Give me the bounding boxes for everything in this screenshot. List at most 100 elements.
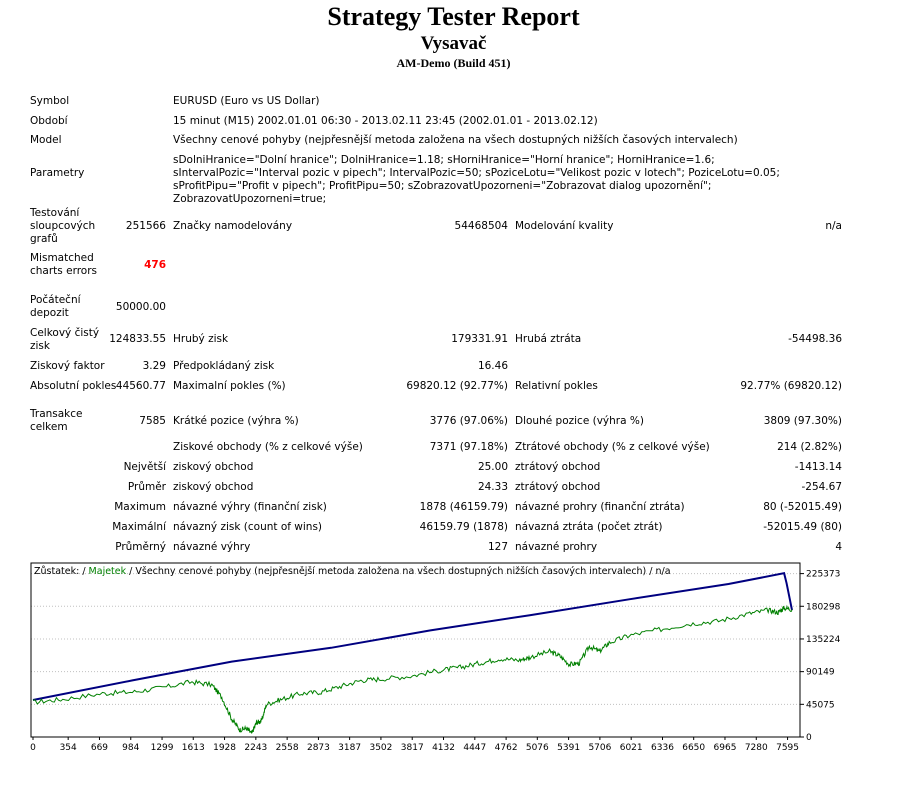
- bars-label: Testování sloupcových grafů: [30, 207, 96, 245]
- y-tick-label: 180298: [806, 602, 841, 612]
- y-axis-ticks: 225373 180298 135224 90149 45075 0: [806, 570, 841, 743]
- x-tick-label: 7595: [776, 743, 799, 753]
- maximal-profit-label: návazný zisk (count of wins): [173, 521, 323, 533]
- trades-value: 7585: [139, 415, 166, 427]
- x-tick-label: 354: [60, 743, 77, 753]
- quality-value: n/a: [825, 220, 842, 232]
- max-consec-wins-label: návazné výhry (finanční zisk): [173, 501, 327, 513]
- report-title: Strategy Tester Report: [327, 2, 580, 31]
- profit-trades-value: 7371 (97.18%): [429, 441, 508, 453]
- ticks-value: 54468504: [454, 220, 508, 232]
- plot-border: [30, 562, 801, 738]
- deposit-value: 50000.00: [115, 301, 166, 313]
- max-consec-losses-label: návazné prohry (finanční ztráta): [515, 501, 685, 513]
- deposit-label: Počáteční depozit: [30, 294, 81, 319]
- avg-wins-label: návazné výhry: [173, 541, 251, 553]
- maximum-label: Maximum: [114, 501, 166, 513]
- abs-drawdown-label: Absolutní pokles: [30, 380, 117, 392]
- y-tick-label: 135224: [806, 635, 841, 645]
- profit-trades-label: Ziskové obchody (% z celkové výše): [173, 441, 363, 453]
- x-tick-label: 984: [122, 743, 139, 753]
- gross-profit-label: Hrubý zisk: [173, 333, 229, 345]
- trades-label: Transakce celkem: [30, 408, 83, 433]
- largest-label: Největší: [123, 461, 166, 473]
- long-label: Dlouhé pozice (výhra %): [515, 415, 644, 427]
- x-tick-label: 0: [30, 743, 36, 753]
- x-tick-label: 7280: [745, 743, 768, 753]
- max-consec-losses-value: 80 (-52015.49): [763, 501, 842, 513]
- balance-equity-chart: Zůstatek: / Majetek / Všechny cenové poh…: [30, 562, 876, 757]
- largest-profit-value: 25.00: [477, 461, 508, 473]
- average-loss-value: -254.67: [801, 481, 842, 493]
- avg-losses-label: návazné prohry: [515, 541, 598, 553]
- y-tick-label: 90149: [806, 668, 835, 678]
- payoff-label: Předpokládaný zisk: [173, 360, 275, 372]
- short-value: 3776 (97.06%): [429, 415, 508, 427]
- model-label: Model: [30, 134, 62, 146]
- loss-trades-value: 214 (2.82%): [777, 441, 842, 453]
- average-profit-label: ziskový obchod: [173, 481, 254, 493]
- legend-balance: Zůstatek: /: [34, 566, 89, 577]
- net-profit-label: Celkový čistý zisk: [30, 327, 100, 352]
- chart-legend: Zůstatek: / Majetek / Všechny cenové poh…: [34, 566, 671, 577]
- max-consec-wins-value: 1878 (46159.79): [419, 501, 508, 513]
- x-tick-label: 5706: [588, 743, 611, 753]
- largest-loss-value: -1413.14: [794, 461, 842, 473]
- profit-factor-value: 3.29: [142, 360, 166, 372]
- x-tick-label: 6650: [682, 743, 705, 753]
- x-tick-label: 3502: [369, 743, 392, 753]
- y-tick-label: 0: [806, 733, 812, 743]
- gross-loss-value: -54498.36: [788, 333, 842, 345]
- average-label: Průměr: [127, 481, 166, 493]
- x-tick-label: 2558: [276, 743, 299, 753]
- x-tick-label: 1299: [151, 743, 174, 753]
- period-label: Období: [30, 115, 68, 127]
- x-tick-label: 3817: [401, 743, 424, 753]
- server-build: AM-Demo (Build 451): [396, 56, 511, 70]
- bars-value: 251566: [125, 220, 166, 232]
- net-profit-value: 124833.55: [109, 333, 166, 345]
- x-tick-label: 4762: [495, 743, 518, 753]
- x-tick-label: 2873: [307, 743, 330, 753]
- payoff-value: 16.46: [477, 360, 508, 372]
- maximal-label: Maximální: [112, 521, 166, 533]
- quality-label: Modelování kvality: [515, 220, 614, 232]
- x-tick-label: 1613: [182, 743, 205, 753]
- rel-drawdown-value: 92.77% (69820.12): [740, 380, 842, 392]
- avg-consec-label: Průměrný: [115, 541, 166, 553]
- gross-profit-value: 179331.91: [451, 333, 508, 345]
- maximal-profit-value: 46159.79 (1878): [419, 521, 508, 533]
- x-tick-label: 5076: [526, 743, 549, 753]
- average-profit-value: 24.33: [477, 481, 508, 493]
- abs-drawdown-value: 44560.77: [115, 380, 166, 392]
- avg-wins-value: 127: [487, 541, 508, 553]
- params-label: Parametry: [30, 167, 85, 179]
- x-tick-label: 4132: [432, 743, 455, 753]
- legend-model: / Všechny cenové pohyby (nejpřesnější me…: [126, 566, 670, 577]
- maximal-loss-label: návazná ztráta (počet ztrát): [515, 521, 663, 533]
- x-tick-label: 4447: [463, 743, 486, 753]
- mismatch-label: Mismatched charts errors: [30, 252, 97, 277]
- largest-loss-label: ztrátový obchod: [515, 461, 601, 473]
- x-axis-ticks: 0 354 669 984 1299 1613 1928 2243 2558 2873 3187 35…: [30, 743, 799, 753]
- x-tick-label: 6336: [651, 743, 674, 753]
- loss-trades-label: Ztrátové obchody (% z celkové výše): [515, 441, 710, 453]
- average-loss-label: ztrátový obchod: [515, 481, 601, 493]
- y-tick-label: 45075: [806, 700, 835, 710]
- x-tick-label: 6965: [714, 743, 737, 753]
- symbol-value: EURUSD (Euro vs US Dollar): [173, 95, 320, 107]
- x-tick-label: 5391: [557, 743, 580, 753]
- expert-name: Vysavač: [420, 33, 487, 54]
- legend-equity: Majetek: [89, 566, 127, 577]
- long-value: 3809 (97.30%): [763, 415, 842, 427]
- x-tick-label: 1928: [213, 743, 236, 753]
- profit-factor-label: Ziskový faktor: [30, 360, 105, 372]
- params-value: sDolniHranice="Dolní hranice"; DolniHran…: [173, 154, 780, 205]
- x-tick-label: 2243: [244, 743, 267, 753]
- maximal-loss-value: -52015.49 (80): [763, 521, 842, 533]
- gross-loss-label: Hrubá ztráta: [515, 333, 582, 345]
- largest-profit-label: ziskový obchod: [173, 461, 254, 473]
- period-value: 15 minut (M15) 2002.01.01 06:30 - 2013.0…: [173, 115, 598, 127]
- mismatch-value: 476: [144, 259, 166, 271]
- equity-line: [32, 604, 793, 734]
